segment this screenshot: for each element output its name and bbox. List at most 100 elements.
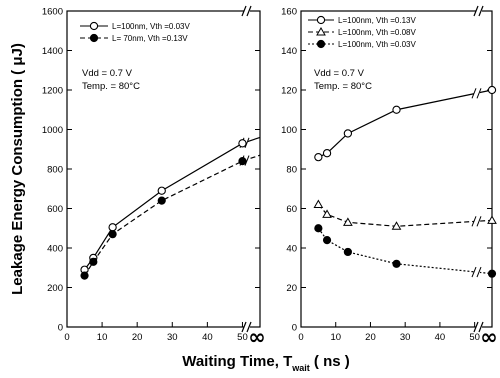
y-tick-label: 800 <box>47 165 63 176</box>
x-tick-label: 0 <box>298 332 303 343</box>
series-break-mark <box>471 88 477 99</box>
x-tick-label: 30 <box>167 332 178 343</box>
data-point <box>89 257 98 266</box>
axis-break-mark <box>473 321 479 333</box>
y-tick-label: 60 <box>286 204 297 215</box>
series-break-mark <box>471 216 477 227</box>
annotation-text: Vdd = 0.7 V <box>82 68 133 79</box>
legend-label: L=100nm, Vth =0.03V <box>338 40 417 49</box>
data-point <box>322 149 332 158</box>
series-break-mark <box>471 266 477 278</box>
x-axis-label-main: Waiting Time, T <box>182 353 292 370</box>
series-line <box>317 204 493 227</box>
axis-break-mark <box>478 321 484 333</box>
data-point <box>487 215 497 224</box>
x-tick-label: 30 <box>400 332 411 343</box>
axis-break-gap <box>244 322 250 332</box>
legend-label: L=100nm, Vth =0.08V <box>338 28 417 37</box>
data-point <box>314 152 323 162</box>
data-point <box>313 199 324 209</box>
data-point <box>157 196 166 205</box>
series-break-gap <box>474 87 480 100</box>
legend-label: L=100nm, Vth =0.13V <box>338 16 417 25</box>
y-tick-label: 40 <box>286 244 297 255</box>
x-tick-label: 40 <box>435 332 446 343</box>
series-break-mark <box>244 137 250 148</box>
legend-marker <box>89 21 99 31</box>
axis-break-mark <box>241 321 247 333</box>
y-tick-label: 1400 <box>42 46 63 57</box>
x-axis-label: Waiting Time, Twait ( ns ) <box>182 353 350 373</box>
data-point <box>391 221 402 230</box>
x-tick-label: 0 <box>64 332 69 343</box>
y-tick-label: 160 <box>281 7 297 18</box>
legend-label: L= 70nm, Vth =0.13V <box>112 34 188 43</box>
data-point <box>487 85 497 95</box>
axis-break-gap <box>476 322 482 332</box>
data-point <box>322 209 332 218</box>
x-axis-label-unit: ( ns ) <box>310 353 350 370</box>
x-tick-infinity: ∞ <box>248 325 266 349</box>
y-tick-label: 1200 <box>42 86 63 97</box>
x-tick-infinity: ∞ <box>480 325 498 349</box>
legend-marker <box>316 26 326 36</box>
y-tick-label: 0 <box>58 323 63 334</box>
axis-break-mark <box>473 5 479 17</box>
plot-frame <box>66 10 261 328</box>
x-tick-label: 20 <box>132 332 143 343</box>
y-tick-label: 600 <box>47 204 63 215</box>
series-break-gap <box>474 215 480 228</box>
data-point <box>343 129 353 138</box>
data-point <box>238 139 247 148</box>
panel-left: 0 10 20 30 40 50 ∞ 0 200 400 600 800 1000 1200 1400 160… <box>42 5 266 349</box>
legend-marker <box>316 15 326 25</box>
plot-frame <box>300 10 493 328</box>
series-line <box>84 136 261 271</box>
panel-right: 0 10 20 30 40 50 ∞ 0 20 40 60 80 100 120 140 160 L=100nm… <box>281 5 498 349</box>
y-axis-label: Leakage Energy Consumption ( μJ) <box>9 43 26 295</box>
y-tick-label: 120 <box>281 86 297 97</box>
axis-break-mark <box>478 5 484 17</box>
series-line <box>84 154 261 276</box>
y-tick-label: 200 <box>47 283 63 294</box>
data-point <box>314 224 323 233</box>
series-break-gap <box>474 266 480 279</box>
x-tick-label: 50 <box>469 332 480 343</box>
series-line <box>318 89 493 158</box>
y-tick-label: 80 <box>286 165 297 176</box>
annotation-text: Temp. = 80°C <box>82 81 140 92</box>
annotation-text: Temp. = 80°C <box>314 81 372 92</box>
data-point <box>343 247 352 257</box>
y-tick-label: 1000 <box>42 125 63 136</box>
y-tick-label: 140 <box>281 46 297 57</box>
y-tick-label: 1600 <box>42 7 63 18</box>
x-tick-label: 10 <box>97 332 108 343</box>
x-tick-label: 50 <box>237 332 248 343</box>
x-tick-label: 40 <box>202 332 213 343</box>
legend-marker <box>89 33 99 43</box>
series-line <box>317 227 493 275</box>
y-tick-label: 400 <box>47 244 63 255</box>
axis-break-mark <box>246 5 252 17</box>
data-point <box>343 217 353 226</box>
data-point <box>80 271 89 280</box>
data-point <box>392 259 401 268</box>
data-point <box>487 269 497 278</box>
data-point <box>392 105 401 114</box>
axis-break-gap <box>244 6 250 16</box>
series-break-mark <box>476 216 482 227</box>
series-break-mark <box>476 88 482 99</box>
data-point <box>322 236 332 245</box>
data-point <box>238 157 247 166</box>
y-tick-label: 20 <box>286 283 297 294</box>
y-tick-label: 100 <box>281 125 297 136</box>
data-point <box>157 186 166 195</box>
data-point <box>108 230 117 239</box>
x-tick-label: 10 <box>330 332 341 343</box>
legend-label: L=100nm, Vth =0.03V <box>112 22 191 31</box>
x-axis-label-subscript: wait <box>291 363 310 373</box>
data-point <box>108 223 117 232</box>
axis-break-mark <box>241 5 247 17</box>
series-break-mark <box>244 155 250 166</box>
